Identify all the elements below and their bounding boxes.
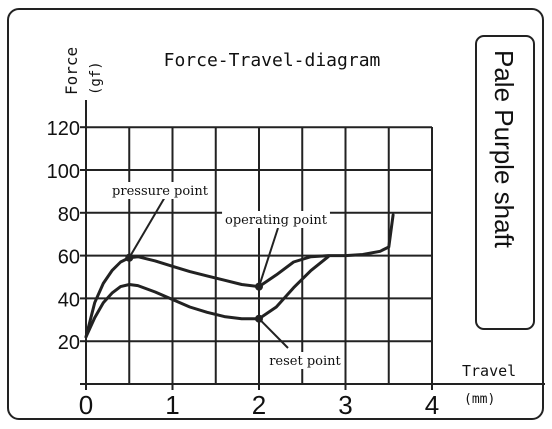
annotations: pressure point operating point reset point [109, 182, 344, 369]
y-tick-label: 20 [58, 332, 80, 354]
series-line-release [84, 255, 330, 339]
y-tick-label: 80 [58, 204, 80, 226]
side-label: Pale Purple shaft [489, 50, 519, 249]
y-tick-label: 40 [58, 289, 80, 311]
annotation-leader [128, 196, 166, 259]
x-tick-label: 3 [338, 390, 352, 420]
annotation-label: pressure point [112, 184, 209, 199]
side-label-box [475, 35, 535, 330]
annotation-label-bg [109, 182, 211, 199]
annotation-leader [258, 227, 279, 287]
x-tick-label: 0 [79, 390, 93, 420]
chart-title: Force-Travel-diagram [164, 50, 381, 71]
annotation-label: reset point [269, 354, 341, 369]
series-lines [84, 213, 395, 339]
series-line-press [84, 213, 395, 339]
annotation-leader [258, 318, 289, 349]
annotation-label-bg [222, 211, 330, 228]
y-tick-label: 60 [58, 247, 80, 269]
y-axis-unit: (gf) [88, 61, 104, 95]
x-tick-label: 1 [165, 390, 179, 420]
y-tick-label: 120 [47, 118, 80, 140]
tick-labels: 20 40 60 80 100 120 0 1 2 3 4 [47, 118, 440, 420]
annotation-label: operating point [225, 213, 328, 228]
y-tick-label: 100 [47, 161, 80, 183]
x-axis-unit: (mm) [464, 392, 495, 407]
chart-grid [86, 126, 433, 384]
x-axis-title: Travel [462, 362, 516, 380]
x-tick-label: 4 [425, 390, 439, 420]
chart-axes [80, 100, 545, 390]
x-tick-label: 2 [252, 390, 266, 420]
y-axis-title: Force [62, 47, 81, 95]
annotation-label-bg [266, 352, 344, 369]
